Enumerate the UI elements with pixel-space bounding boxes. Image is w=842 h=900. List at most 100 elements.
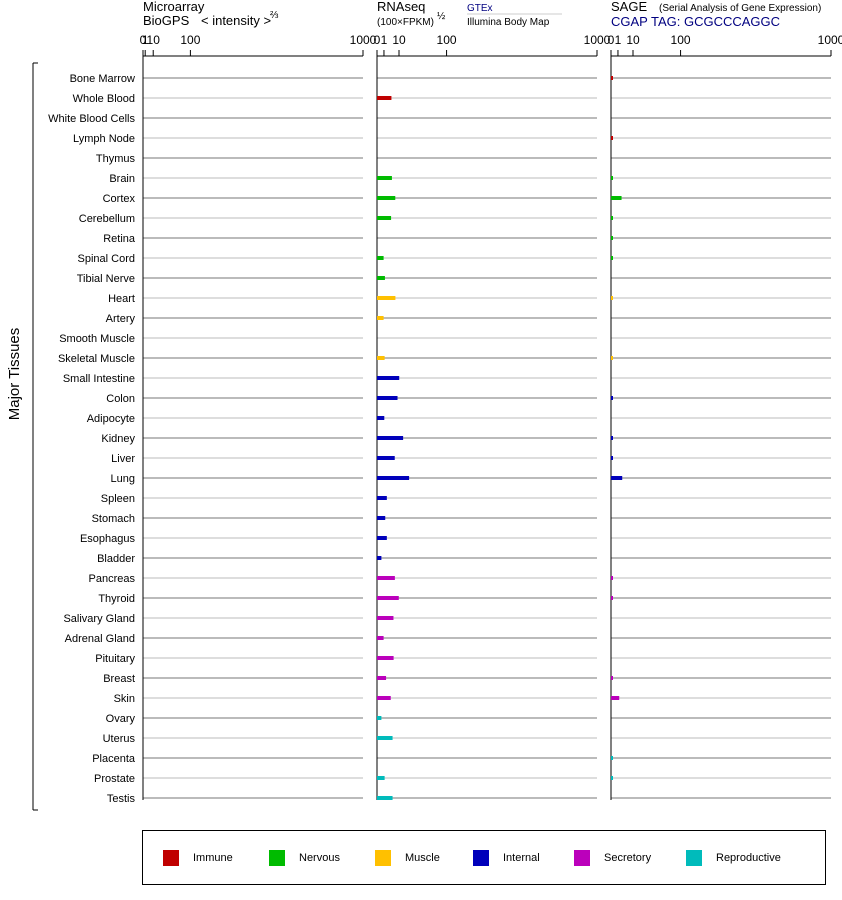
legend-label: Immune [193, 852, 233, 864]
bar-rnaseq [377, 576, 395, 580]
microarray-exponent: ⅔ [270, 10, 279, 21]
bar-rnaseq [377, 376, 400, 380]
tissue-label: Adrenal Gland [65, 633, 135, 645]
y-group-label: Major Tissues [6, 328, 23, 421]
category-rows: Bone Marrow Whole Blood White Blood Cells L… [48, 73, 831, 805]
bar-rnaseq [377, 436, 404, 440]
tissue-label: Artery [106, 313, 136, 325]
legend-swatch [269, 850, 285, 866]
bar-rnaseq [377, 456, 395, 460]
bar-rnaseq [377, 676, 387, 680]
sage-title: SAGE [611, 0, 647, 14]
microarray-intensity-label: < intensity > [201, 13, 271, 28]
tissue-label: Small Intestine [63, 373, 135, 385]
rnaseq-source-illumina: Illumina Body Map [467, 17, 550, 28]
bar-sage [611, 436, 613, 440]
tissue-label: Smooth Muscle [59, 333, 135, 345]
rnaseq-exponent: ½ [437, 11, 446, 22]
legend-swatch [163, 850, 179, 866]
x-tick-label: 1 [142, 33, 149, 47]
tissue-label: Bone Marrow [70, 73, 135, 85]
bar-rnaseq [377, 296, 396, 300]
x-tick-label: 1000 [584, 33, 611, 47]
x-tick-label: 10 [626, 33, 640, 47]
bar-rnaseq [377, 656, 394, 660]
legend-label: Internal [503, 852, 540, 864]
legend-item-reproductive: Reproductive [686, 849, 781, 867]
tissue-label: Whole Blood [73, 93, 135, 105]
bar-rnaseq [377, 796, 393, 800]
bar-rnaseq [377, 416, 385, 420]
bar-rnaseq [377, 356, 385, 360]
bar-rnaseq [377, 176, 392, 180]
legend-label: Secretory [604, 852, 652, 864]
bar-rnaseq [377, 616, 394, 620]
bar-sage [611, 296, 613, 300]
x-tick-label: 100 [671, 33, 691, 47]
rnaseq-source-gtex: GTEx [467, 3, 493, 14]
tissue-label: Lung [111, 473, 135, 485]
bar-rnaseq [377, 696, 391, 700]
legend-swatch [375, 850, 391, 866]
x-tick-label: 1000 [818, 33, 842, 47]
bar-sage [611, 476, 623, 480]
rnaseq-title: RNAseq [377, 0, 425, 14]
bar-rnaseq [377, 256, 384, 260]
bar-rnaseq [377, 496, 387, 500]
tissue-label: Retina [103, 233, 136, 245]
bar-sage [611, 576, 613, 580]
tissue-label: Colon [106, 393, 135, 405]
legend-item-nervous: Nervous [269, 849, 340, 867]
bar-rnaseq [377, 736, 393, 740]
tissue-label: Salivary Gland [63, 613, 135, 625]
tissue-label: Esophagus [80, 533, 136, 545]
x-tick-label: 1 [615, 33, 622, 47]
tissue-label: Cerebellum [79, 213, 135, 225]
legend-swatch [473, 850, 489, 866]
panel-sage: 0 1 10 100 1000 [608, 33, 842, 800]
tissue-label: Uterus [103, 733, 136, 745]
tissue-label: Ovary [106, 713, 136, 725]
legend-item-immune: Immune [163, 849, 233, 867]
tissue-label: Thymus [96, 153, 136, 165]
legend: Immune Nervous Muscle Internal Secretory Repr… [142, 830, 826, 885]
x-tick-label: 0 [608, 33, 615, 47]
tissue-label: Spinal Cord [78, 253, 135, 265]
tissue-label: Spleen [101, 493, 135, 505]
bar-sage [611, 196, 622, 200]
bar-rnaseq [377, 716, 382, 720]
sage-description: (Serial Analysis of Gene Expression) [659, 3, 821, 14]
x-tick-label: 10 [392, 33, 406, 47]
bar-sage [611, 356, 613, 360]
legend-label: Nervous [299, 852, 340, 864]
legend-swatch [574, 850, 590, 866]
rnaseq-unit: (100×FPKM) [377, 17, 434, 28]
microarray-title: Microarray [143, 0, 205, 14]
tissue-label: Pituitary [95, 653, 135, 665]
bar-sage [611, 396, 613, 400]
x-tick-label: 100 [437, 33, 457, 47]
tissue-label: Adipocyte [87, 413, 135, 425]
bar-sage [611, 676, 613, 680]
panel-rnaseq: 0 1 10 100 1000 [374, 33, 611, 800]
tissue-label: Thyroid [98, 593, 135, 605]
bar-sage [611, 256, 613, 260]
legend-label: Muscle [405, 852, 440, 864]
tissue-label: Bladder [97, 553, 135, 565]
tissue-label: Kidney [101, 433, 135, 445]
bar-sage [611, 456, 613, 460]
bar-rnaseq [377, 196, 396, 200]
bar-sage [611, 176, 613, 180]
sage-tag: CGAP TAG: GCGCCCAGGC [611, 14, 780, 29]
tissue-label: Heart [108, 293, 135, 305]
bar-rnaseq [377, 396, 398, 400]
bar-rnaseq [377, 536, 387, 540]
legend-item-secretory: Secretory [574, 849, 651, 867]
tissue-label: Brain [109, 173, 135, 185]
bar-sage [611, 776, 613, 780]
x-tick-label: 10 [147, 33, 161, 47]
tissue-label: Liver [111, 453, 135, 465]
tissue-label: Tibial Nerve [77, 273, 135, 285]
